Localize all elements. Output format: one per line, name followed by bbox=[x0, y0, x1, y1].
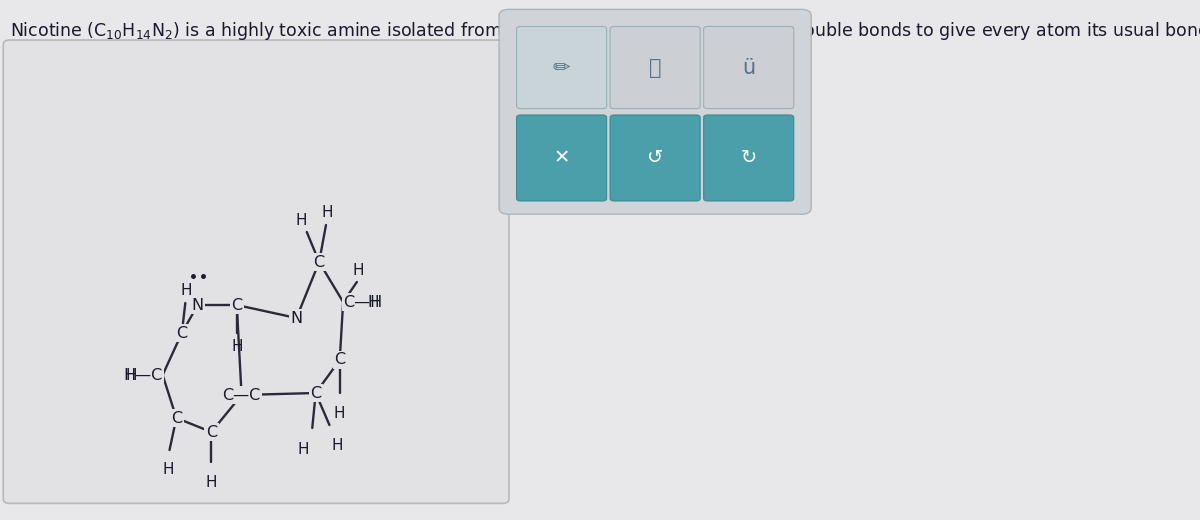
FancyBboxPatch shape bbox=[610, 115, 700, 201]
Text: C: C bbox=[206, 424, 217, 439]
Text: C: C bbox=[170, 410, 182, 425]
Text: H: H bbox=[322, 205, 334, 220]
Text: H: H bbox=[126, 368, 137, 383]
Text: H: H bbox=[162, 462, 174, 477]
Text: C: C bbox=[176, 326, 187, 341]
Text: H: H bbox=[232, 339, 242, 354]
Text: C—H: C—H bbox=[343, 294, 383, 309]
FancyBboxPatch shape bbox=[703, 27, 793, 109]
Text: C: C bbox=[334, 353, 346, 368]
Text: H: H bbox=[181, 283, 192, 298]
Text: ✏: ✏ bbox=[553, 58, 570, 77]
FancyBboxPatch shape bbox=[516, 115, 607, 201]
Text: ✕: ✕ bbox=[553, 149, 570, 167]
Text: H: H bbox=[331, 438, 343, 453]
Text: ↻: ↻ bbox=[740, 149, 757, 167]
FancyBboxPatch shape bbox=[4, 40, 509, 503]
Text: H: H bbox=[334, 406, 346, 421]
Text: ⬧: ⬧ bbox=[649, 58, 661, 77]
FancyBboxPatch shape bbox=[516, 27, 607, 109]
Text: N: N bbox=[192, 297, 204, 313]
FancyBboxPatch shape bbox=[499, 9, 811, 214]
Text: C: C bbox=[232, 297, 242, 313]
Text: C: C bbox=[310, 385, 322, 400]
Text: H: H bbox=[298, 442, 308, 457]
FancyBboxPatch shape bbox=[610, 27, 700, 109]
Text: ↺: ↺ bbox=[647, 149, 664, 167]
Text: C—C: C—C bbox=[222, 387, 260, 402]
Text: C: C bbox=[313, 254, 325, 269]
Text: N: N bbox=[290, 310, 302, 326]
Text: H—C: H—C bbox=[124, 368, 163, 383]
Text: ü: ü bbox=[742, 58, 755, 77]
Text: H: H bbox=[295, 213, 307, 228]
Text: H: H bbox=[368, 294, 379, 309]
Text: Nicotine $\mathregular{(C_{10}H_{14}N_2)}$ is a highly toxic amine isolated from: Nicotine $\mathregular{(C_{10}H_{14}N_2)… bbox=[10, 20, 1200, 42]
FancyBboxPatch shape bbox=[703, 115, 793, 201]
Text: H: H bbox=[353, 263, 364, 278]
Text: H: H bbox=[205, 475, 217, 490]
